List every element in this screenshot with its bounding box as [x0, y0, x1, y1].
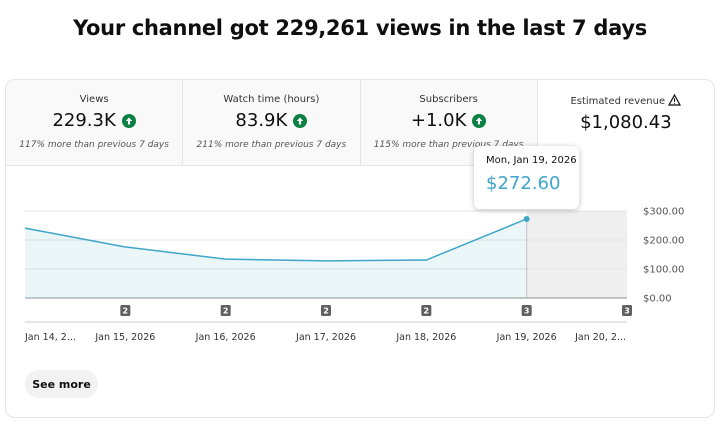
video-badge — [120, 305, 131, 316]
metric-value-row: +1.0K — [361, 110, 537, 131]
metric-tab[interactable]: Estimated revenue $1,080.43 — [537, 80, 714, 166]
video-badge — [421, 305, 432, 316]
x-tick-label: Jan 14, 2... — [24, 332, 76, 343]
x-tick-label: Jan 16, 2026 — [195, 332, 256, 343]
metric-comparison: 117% more than previous 7 days — [19, 140, 169, 150]
y-tick-label: $300.00 — [643, 207, 684, 218]
metric-comparison: 211% more than previous 7 days — [196, 140, 347, 150]
page-title: Your channel got 229,261 views in the la… — [73, 16, 647, 40]
video-badge — [521, 305, 532, 316]
metric-label-row: Estimated revenue — [538, 93, 714, 107]
warning-icon — [668, 93, 682, 106]
metric-label: Estimated revenue — [570, 96, 666, 107]
metric-tab[interactable]: Views 229.3K 117% more than previous 7 d… — [6, 80, 184, 166]
video-badge — [321, 305, 331, 316]
video-badge-count: 3 — [524, 307, 530, 316]
tooltip-value: $272.60 — [486, 173, 561, 194]
x-tick-label: Jan 19, 2026 — [496, 332, 557, 343]
area — [25, 218, 527, 298]
video-badge-count: 2 — [123, 307, 129, 316]
point — [523, 215, 530, 222]
video-badge-count: 2 — [424, 307, 430, 316]
x-tick-label: Jan 20, 2... — [574, 332, 626, 343]
y-tick-label: $100.00 — [643, 265, 684, 276]
tooltip-date: Mon, Jan 19, 2026 — [486, 155, 577, 166]
metric-value: 229.3K — [52, 110, 116, 131]
metric-value: 83.9K — [235, 110, 288, 131]
up-icon — [293, 113, 308, 128]
x-tick-label: Jan 15, 2026 — [94, 332, 155, 343]
metric-value-row: 83.9K — [183, 110, 359, 131]
metric-tabs: Views 229.3K 117% more than previous 7 d… — [6, 80, 714, 166]
x-tick-label: Jan 18, 2026 — [395, 332, 456, 343]
metric-value-row: 229.3K — [6, 110, 182, 131]
video-badge — [622, 305, 632, 316]
video-badge-count: 2 — [223, 307, 229, 316]
tooltip: Mon, Jan 19, 2026 $272.60 — [474, 146, 579, 209]
metric-label: Subscribers — [419, 94, 478, 105]
metric-comparison: 115% more than previous 7 days — [373, 140, 524, 150]
metric-tab[interactable]: Subscribers +1.0K 115% more than previou… — [360, 80, 538, 166]
metric-tab[interactable]: Watch time (hours) 83.9K 211% more than … — [183, 80, 361, 166]
y-tick-label: $200.00 — [643, 236, 684, 247]
metric-value: $1,080.43 — [580, 112, 672, 133]
metric-label: Views — [79, 94, 109, 105]
metric-value-row: $1,080.43 — [538, 112, 714, 133]
x-tick-label: Jan 17, 2026 — [295, 332, 356, 343]
up-icon — [472, 113, 487, 128]
metric-value: +1.0K — [410, 110, 467, 131]
video-badge-count: 2 — [323, 307, 329, 316]
see-more-button[interactable]: See more — [25, 370, 98, 398]
up-icon — [121, 113, 136, 128]
no-data-region — [526, 211, 627, 298]
analytics-card: Views 229.3K 117% more than previous 7 d… — [5, 79, 715, 418]
y-tick-label: $0.00 — [643, 294, 672, 305]
line — [24, 218, 527, 262]
video-badge-count: 3 — [624, 307, 630, 316]
video-badge — [220, 305, 231, 316]
metric-label: Watch time (hours) — [223, 94, 320, 105]
